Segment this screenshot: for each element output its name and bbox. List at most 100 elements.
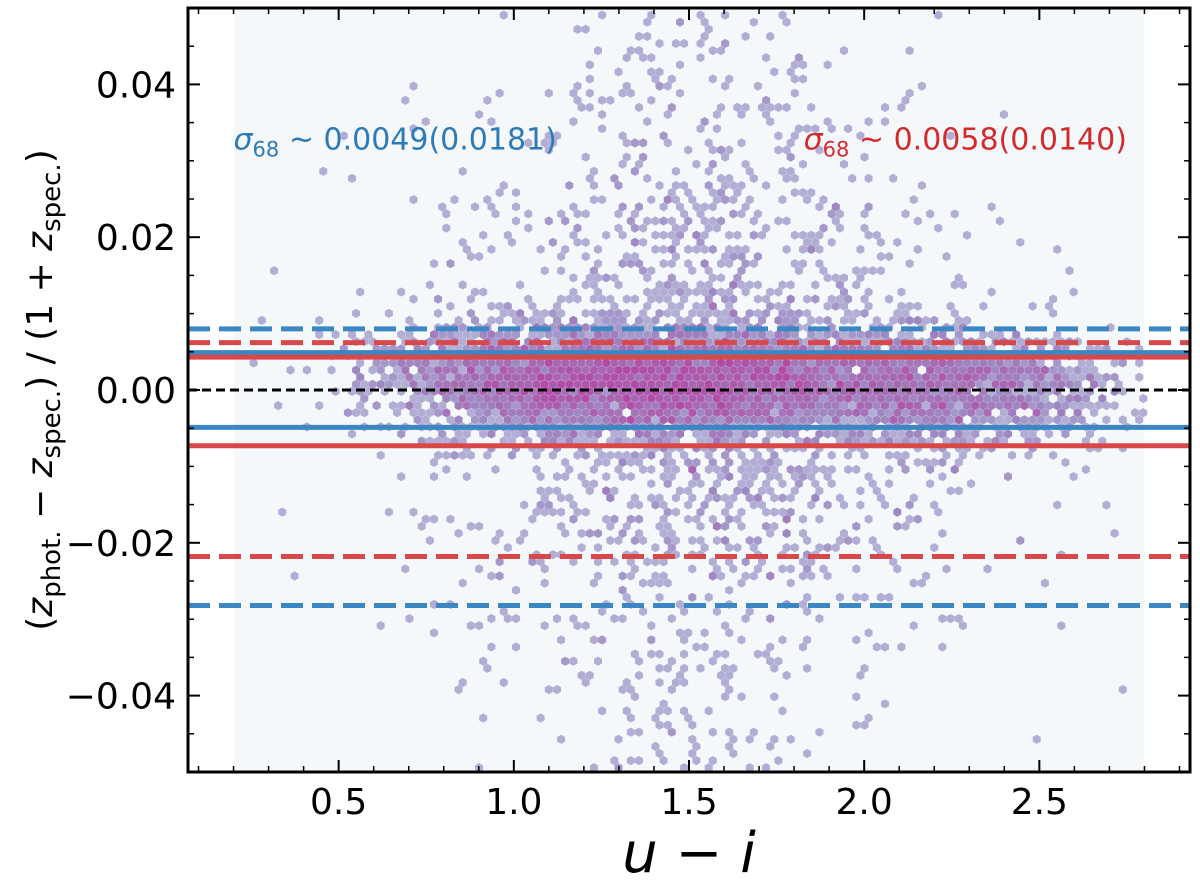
hexbin-cell xyxy=(532,365,541,375)
hexbin-cell xyxy=(639,53,648,63)
hexbin-cell xyxy=(807,102,816,112)
hexbin-cell xyxy=(671,379,680,389)
hexbin-cell xyxy=(651,401,660,411)
hexbin-cell xyxy=(712,535,721,546)
hexbin-cell xyxy=(635,415,643,425)
hexbin-cell xyxy=(774,401,783,411)
hexbin-cell xyxy=(454,685,463,695)
hexbin-cell xyxy=(528,301,537,311)
hexbin-cell xyxy=(425,535,434,546)
hexbin-cell xyxy=(704,266,713,276)
hexbin-cell xyxy=(557,209,566,219)
hexbin-cell xyxy=(516,408,525,418)
hexbin-cell xyxy=(799,259,807,269)
hexbin-cell xyxy=(430,358,438,368)
hexbin-cell xyxy=(729,393,738,404)
hexbin-cell xyxy=(598,379,607,389)
hexbin-cell xyxy=(979,330,988,340)
hexbin-cell xyxy=(725,74,734,84)
hexbin-cell xyxy=(524,223,533,233)
hexbin-cell xyxy=(442,393,451,404)
hexbin-cell xyxy=(807,244,816,254)
hexbin-cell xyxy=(466,621,475,631)
hexbin-cell xyxy=(528,330,537,340)
hexbin-cell xyxy=(794,393,803,404)
hexbin-cell xyxy=(766,528,775,538)
hexbin-cell xyxy=(938,330,947,340)
hexbin-cell xyxy=(585,88,594,98)
hexbin-cell xyxy=(946,301,955,311)
hexbin-cell xyxy=(852,408,861,418)
hexbin-cell xyxy=(446,514,455,524)
hexbin-cell xyxy=(671,365,680,375)
hexbin-cell xyxy=(954,415,963,425)
hexbin-cell xyxy=(532,507,541,517)
hexbin-cell xyxy=(454,528,463,538)
hexbin-cell xyxy=(1098,393,1107,404)
hexbin-cell xyxy=(553,472,561,482)
hexbin-cell xyxy=(684,315,693,325)
hexbin-cell xyxy=(667,415,676,425)
hexbin-cell xyxy=(466,251,475,262)
hexbin-cell xyxy=(618,259,627,269)
hexbin-cell xyxy=(364,330,373,340)
hexbin-cell xyxy=(663,507,672,517)
hexbin-cell xyxy=(700,401,709,411)
hexbin-cell xyxy=(901,209,910,219)
hexbin-cell xyxy=(975,408,984,418)
hexbin-cell xyxy=(741,202,750,212)
hexbin-cell xyxy=(667,188,676,198)
hexbin-cell xyxy=(807,401,816,411)
hexbin-cell xyxy=(864,287,873,297)
hexbin-cell xyxy=(852,720,861,730)
hexbin-cell xyxy=(905,372,914,382)
hexbin-cell xyxy=(766,741,775,751)
hexbin-cell xyxy=(389,401,397,411)
hexbin-cell xyxy=(655,308,664,318)
hexbin-cell xyxy=(655,280,664,290)
hexbin-cell xyxy=(639,408,648,418)
hexbin-cell xyxy=(753,81,762,91)
hexbin-cell xyxy=(790,472,799,482)
hexbin-cell xyxy=(840,429,848,439)
hexbin-cell xyxy=(630,209,639,219)
hexbin-cell xyxy=(786,166,795,176)
hexbin-cell xyxy=(663,408,672,418)
hexbin-cell xyxy=(946,415,955,425)
hexbin-cell xyxy=(881,102,889,112)
hexbin-cell xyxy=(995,372,1004,382)
hexbin-cell xyxy=(905,514,914,524)
hexbin-cell xyxy=(397,330,406,340)
hexbin-cell xyxy=(348,173,356,183)
hexbin-cell xyxy=(700,543,709,553)
hexbin-cell xyxy=(581,152,590,162)
hexbin-cell xyxy=(725,287,734,297)
hexbin-cell xyxy=(721,308,730,318)
hexbin-cell xyxy=(835,223,844,233)
hexbin-cell xyxy=(635,401,643,411)
hexbin-cell xyxy=(708,216,717,226)
hexbin-cell xyxy=(458,379,467,389)
hexbin-cell xyxy=(741,429,750,439)
hexbin-cell xyxy=(897,372,906,382)
hexbin-cell xyxy=(536,713,545,723)
hexbin-cell xyxy=(913,301,922,311)
hexbin-cell xyxy=(852,535,861,546)
hexbin-cell xyxy=(844,464,853,475)
hexbin-cell xyxy=(479,713,488,723)
hexbin-cell xyxy=(782,315,791,325)
hexbin-cell xyxy=(692,358,701,368)
hexbin-cell xyxy=(663,720,672,730)
hexbin-cell xyxy=(655,592,664,602)
hexbin-cell xyxy=(495,372,504,382)
hexbin-cell xyxy=(671,38,680,49)
hexbin-cell xyxy=(909,408,918,418)
hexbin-cell xyxy=(409,379,418,389)
hexbin-cell xyxy=(663,109,672,120)
hexbin-cell xyxy=(688,493,697,503)
hexbin-cell xyxy=(712,408,721,418)
hexbin-cell xyxy=(696,479,705,489)
hexbin-cell xyxy=(946,401,955,411)
hexbin-cell xyxy=(487,642,496,652)
hexbin-cell xyxy=(532,464,541,475)
